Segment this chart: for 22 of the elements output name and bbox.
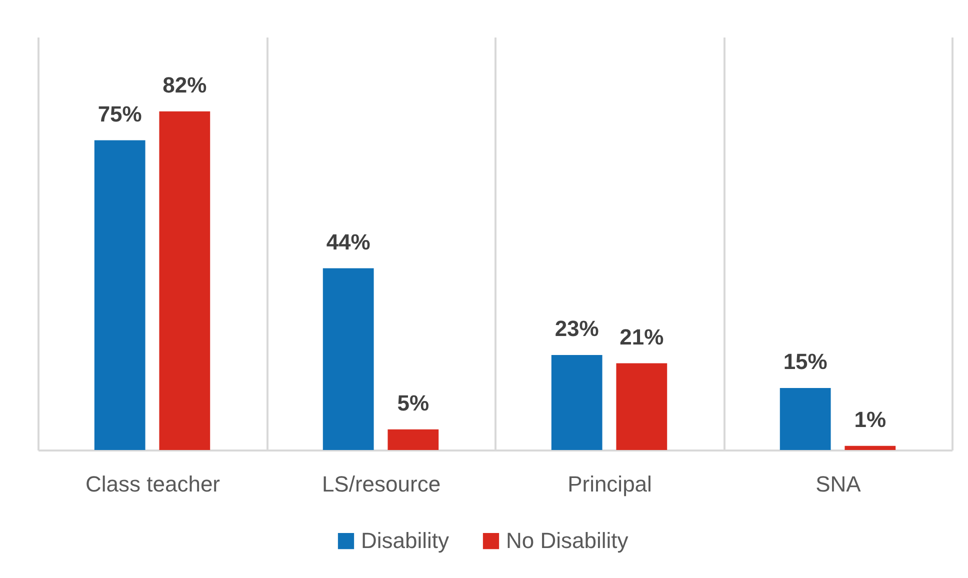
bar <box>159 111 210 450</box>
data-label: 15% <box>783 349 828 374</box>
bar <box>322 268 374 450</box>
data-label: 21% <box>620 324 664 350</box>
data-label: 1% <box>854 406 886 432</box>
x-tick-label: SNA <box>816 472 862 496</box>
x-tick-label: Class teacher <box>85 472 220 496</box>
data-label: 23% <box>554 316 599 342</box>
bar <box>388 429 439 450</box>
x-tick-label: LS/resource <box>322 472 441 496</box>
legend-label: No Disability <box>506 528 628 553</box>
bar <box>844 446 896 450</box>
data-label: 75% <box>98 101 142 126</box>
bar <box>94 140 146 450</box>
data-label: 44% <box>326 229 370 254</box>
bar <box>616 363 668 450</box>
data-label: 82% <box>162 72 207 98</box>
bar <box>780 388 831 450</box>
bar <box>551 355 602 450</box>
data-label: 5% <box>397 390 430 416</box>
legend-label: Disability <box>361 528 450 553</box>
x-tick-label: Principal <box>568 472 652 496</box>
